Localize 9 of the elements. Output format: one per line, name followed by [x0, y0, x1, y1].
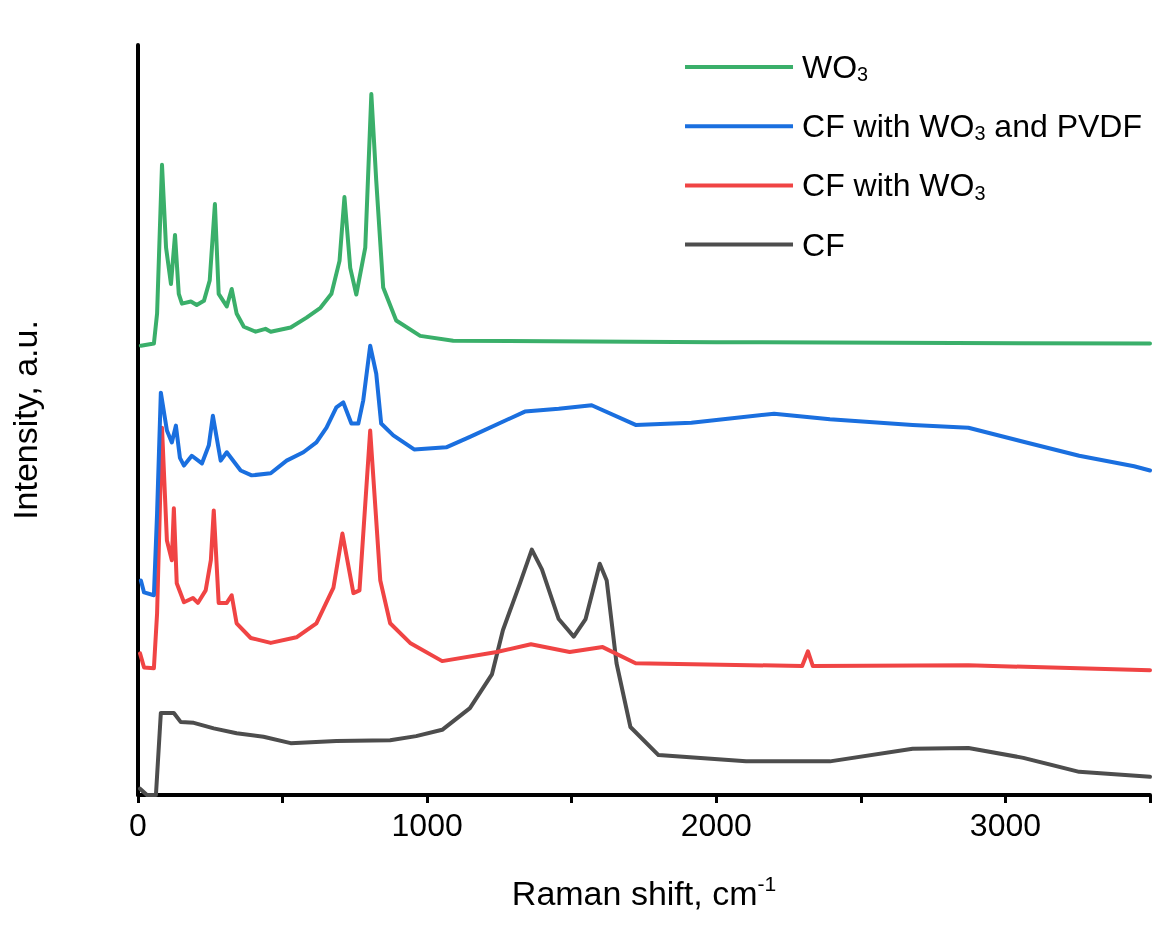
x-tick-label: 1000	[391, 807, 463, 843]
x-tick-label: 3000	[969, 807, 1042, 843]
x-tick-label: 0	[129, 807, 147, 843]
legend-label: WO3	[802, 49, 869, 86]
y-axis-title: Intensity, a.u.	[6, 320, 44, 520]
x-tick-label: 2000	[680, 807, 752, 843]
legend-label: CF	[802, 226, 845, 263]
legend-label: CF with WO3 and PVDF	[802, 108, 1142, 145]
legend-label: CF with WO3	[802, 167, 986, 204]
